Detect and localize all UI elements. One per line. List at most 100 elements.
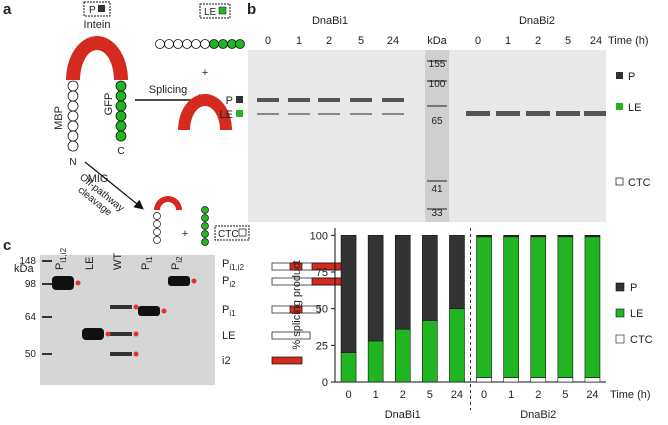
label: Pi2 bbox=[170, 256, 184, 270]
y-tick-label: 75 bbox=[316, 267, 328, 279]
x-tick-label: 1 bbox=[373, 389, 379, 401]
bar-segment bbox=[530, 377, 547, 383]
intein-arc bbox=[66, 36, 128, 80]
label-main: P bbox=[54, 263, 66, 270]
fragment-arc bbox=[154, 196, 182, 210]
bar-segment bbox=[422, 320, 438, 383]
construct-diagrams bbox=[271, 262, 349, 365]
bar-segment bbox=[422, 235, 438, 321]
marker-label: 65 bbox=[431, 116, 443, 127]
time-unit: Time (h) bbox=[608, 35, 649, 47]
bar-segment bbox=[530, 236, 547, 378]
time-label: 1 bbox=[296, 35, 302, 47]
legend-swatch bbox=[615, 334, 625, 344]
marker-label: 50 bbox=[25, 349, 37, 360]
label: LE bbox=[84, 257, 96, 270]
time-label: 0 bbox=[265, 35, 271, 47]
band-square bbox=[616, 72, 623, 79]
off-pathway-arrow bbox=[84, 161, 144, 210]
kda-label: kDa bbox=[427, 35, 447, 47]
label-main: P bbox=[222, 304, 229, 316]
n-label: N bbox=[69, 157, 76, 168]
x-tick-label: 5 bbox=[427, 389, 433, 401]
p-box-label: P bbox=[89, 5, 96, 16]
label-main: P bbox=[170, 263, 182, 270]
band-label: LE bbox=[220, 109, 233, 121]
label-sub: i1 bbox=[229, 309, 236, 318]
le-box bbox=[199, 3, 231, 19]
legend-label: P bbox=[630, 282, 637, 294]
bands bbox=[42, 260, 190, 356]
bar-segment bbox=[557, 236, 574, 378]
bar-segment bbox=[449, 235, 465, 309]
time-label: 1 bbox=[505, 35, 511, 47]
label-main: i2 bbox=[222, 355, 231, 367]
legend-label: CTC bbox=[630, 334, 653, 346]
x-tick-label: 1 bbox=[508, 389, 514, 401]
label-sub: i1,i2 bbox=[229, 263, 244, 272]
bar-segment bbox=[584, 377, 601, 383]
label: LE bbox=[222, 330, 235, 342]
c-label: C bbox=[117, 146, 124, 157]
marker-label: 33 bbox=[431, 208, 443, 219]
x-tick-label: 24 bbox=[451, 389, 463, 401]
bar-segment bbox=[557, 235, 574, 238]
time-label: 5 bbox=[358, 35, 364, 47]
x-tick-label: 2 bbox=[400, 389, 406, 401]
gfp-chain bbox=[115, 80, 127, 142]
gel bbox=[40, 255, 215, 385]
band-label: P bbox=[226, 95, 233, 107]
group-label: DnaBi1 bbox=[312, 15, 348, 27]
x-tick-label: 0 bbox=[345, 389, 351, 401]
group-label: DnaBi2 bbox=[520, 409, 556, 421]
group-label: DnaBi2 bbox=[519, 15, 555, 27]
ctc-square bbox=[238, 228, 247, 237]
ctc-box-label: CTC bbox=[218, 229, 239, 240]
marker-label: 100 bbox=[429, 79, 446, 90]
bar-segment bbox=[476, 235, 492, 238]
bar-segment bbox=[584, 235, 601, 238]
legend-label: LE bbox=[630, 308, 643, 320]
group-label: DnaBi1 bbox=[385, 409, 421, 421]
bar-segment bbox=[367, 340, 384, 383]
mbp-chain bbox=[67, 80, 79, 152]
bar-segment bbox=[394, 235, 411, 330]
ctc-chain bbox=[201, 206, 209, 246]
kda-label: kDa bbox=[14, 263, 34, 275]
band-label: CTC bbox=[628, 177, 651, 189]
bar-segment bbox=[394, 328, 411, 383]
label-main: LE bbox=[84, 257, 96, 270]
p-square bbox=[98, 5, 105, 12]
bar-segment bbox=[557, 377, 574, 383]
label-sub: i2 bbox=[175, 256, 184, 263]
band-square bbox=[616, 103, 623, 110]
bar-segment bbox=[449, 308, 465, 383]
marker-label: 41 bbox=[431, 184, 443, 195]
label: Pi1 bbox=[222, 304, 236, 318]
bar-segment bbox=[503, 235, 519, 238]
label: Pi1 bbox=[140, 256, 154, 270]
time-label: 24 bbox=[387, 35, 399, 47]
mbp-fragment bbox=[153, 212, 161, 244]
intein-label: Intein bbox=[84, 19, 111, 31]
y-tick-label: 0 bbox=[322, 377, 328, 389]
y-tick-label: 50 bbox=[316, 304, 328, 316]
band-square bbox=[236, 96, 243, 103]
bar-segment bbox=[503, 236, 519, 378]
marker-label: 155 bbox=[429, 59, 446, 70]
le-chain bbox=[155, 39, 245, 49]
plus: + bbox=[202, 67, 208, 79]
x-axis-label: Time (h) bbox=[610, 389, 651, 401]
le-square bbox=[218, 6, 227, 15]
time-label: 5 bbox=[565, 35, 571, 47]
legend-swatch bbox=[615, 308, 625, 318]
band-dots bbox=[75, 278, 197, 357]
label-main: LE bbox=[222, 330, 235, 342]
marker-lane bbox=[425, 50, 449, 222]
panel-letter: a bbox=[3, 1, 12, 18]
label: WT bbox=[112, 253, 124, 270]
